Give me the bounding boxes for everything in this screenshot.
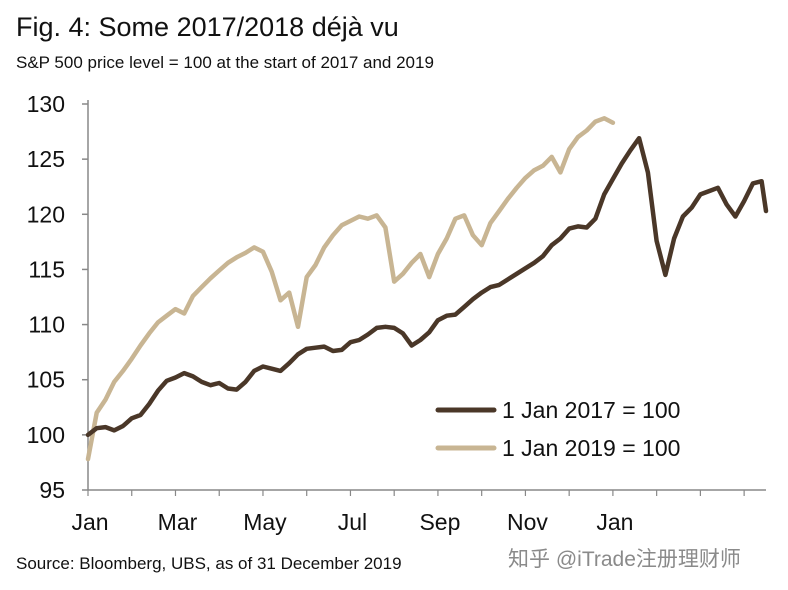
y-tick-label: 100	[27, 422, 65, 448]
x-tick-label: Jan	[71, 509, 108, 535]
x-tick-label: May	[243, 509, 287, 535]
chart-subtitle: S&P 500 price level = 100 at the start o…	[16, 53, 434, 72]
chart-title: Fig. 4: Some 2017/2018 déjà vu	[16, 12, 399, 42]
y-tick-label: 130	[27, 91, 65, 117]
series-line-2017	[85, 135, 769, 438]
source-note: Source: Bloomberg, UBS, as of 31 Decembe…	[16, 554, 402, 573]
y-tick-label: 120	[27, 201, 65, 227]
x-tick-label: Nov	[507, 509, 548, 535]
x-tick-label: Sep	[419, 509, 460, 535]
y-tick-label: 110	[28, 312, 65, 338]
y-tick-label: 115	[28, 256, 65, 282]
y-tick-label: 125	[27, 146, 65, 172]
legend-label: 1 Jan 2017 = 100	[502, 397, 680, 423]
x-tick-label: Mar	[158, 509, 198, 535]
legend-label: 1 Jan 2019 = 100	[502, 435, 680, 461]
watermark: 知乎 @iTrade注册理财师	[508, 548, 741, 571]
y-tick-label: 95	[39, 477, 65, 503]
y-tick-label: 105	[27, 367, 65, 393]
x-tick-label: Jul	[338, 509, 367, 535]
x-tick-label: Jan	[596, 509, 633, 535]
series-line-2019	[85, 116, 616, 462]
